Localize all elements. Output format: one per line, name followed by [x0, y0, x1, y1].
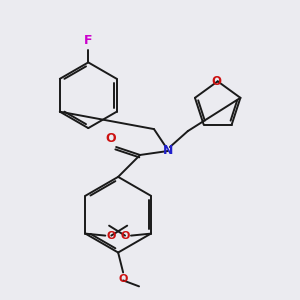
- Text: O: O: [118, 274, 128, 284]
- Text: O: O: [212, 75, 222, 88]
- Text: F: F: [84, 34, 92, 47]
- Text: O: O: [106, 231, 116, 241]
- Text: N: N: [163, 145, 173, 158]
- Text: O: O: [106, 132, 116, 145]
- Text: O: O: [121, 231, 130, 241]
